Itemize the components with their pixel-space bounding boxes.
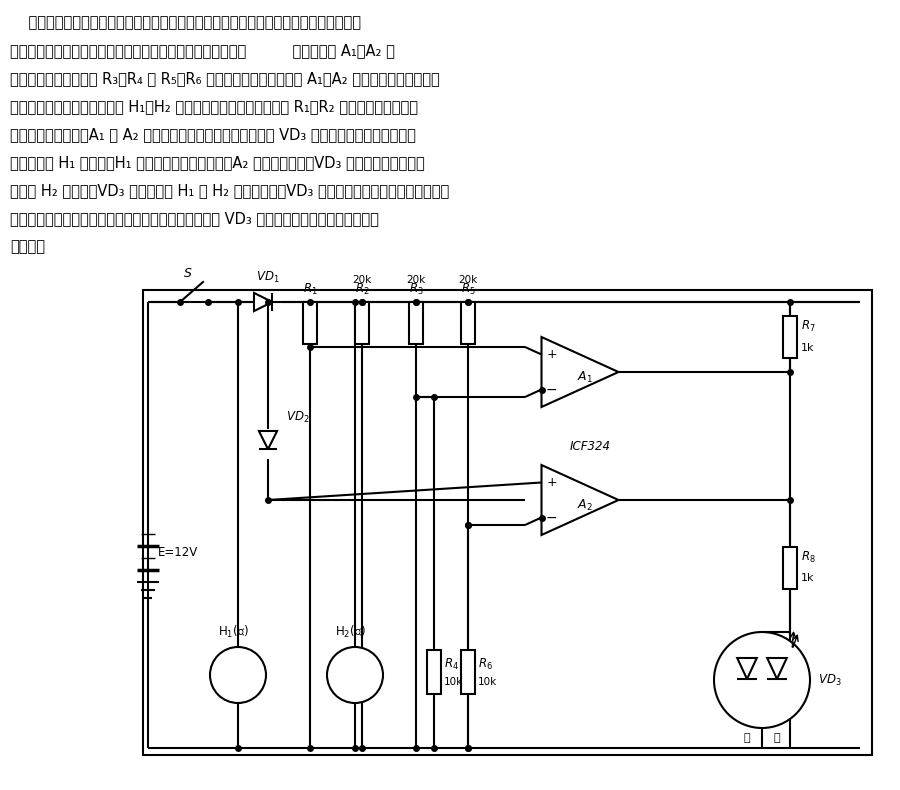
Text: −: − xyxy=(545,510,557,525)
Text: +: + xyxy=(546,348,557,361)
Circle shape xyxy=(210,647,266,703)
Text: E=12V: E=12V xyxy=(158,546,198,559)
Text: 10k: 10k xyxy=(444,677,464,687)
Polygon shape xyxy=(767,658,787,679)
Polygon shape xyxy=(254,293,272,311)
Text: 当左刹车灯 H₁ 损坏时，H₁ 检测信号大于基准电压，A₂ 将输出高电平，VD₃ 发红光；同理，当右: 当左刹车灯 H₁ 损坏时，H₁ 检测信号大于基准电压，A₂ 将输出高电平，VD₃… xyxy=(10,155,425,170)
Text: 有故障。: 有故障。 xyxy=(10,239,45,254)
Text: −: − xyxy=(545,382,557,397)
Text: 汽车尾部的刹车灯出现故障时，司机往往并不知道。汽车刹车灯故障监示仪可帮助司机: 汽车尾部的刹车灯出现故障时，司机往往并不知道。汽车刹车灯故障监示仪可帮助司机 xyxy=(10,15,361,30)
Text: 红: 红 xyxy=(743,733,751,743)
Text: VD$_3$: VD$_3$ xyxy=(818,672,842,687)
Text: 成两个电压比较器，由 R₃、R₄ 及 R₅、R₆ 分压取得的基准电压加在 A₁、A₂ 的反相输入端，检测信: 成两个电压比较器，由 R₃、R₄ 及 R₅、R₆ 分压取得的基准电压加在 A₁、… xyxy=(10,71,440,86)
Text: $R_8$: $R_8$ xyxy=(801,550,815,565)
Polygon shape xyxy=(259,431,277,450)
Polygon shape xyxy=(542,465,618,535)
Text: 10k: 10k xyxy=(478,677,497,687)
Text: +: + xyxy=(546,476,557,489)
Bar xyxy=(427,650,441,694)
Bar xyxy=(409,302,423,344)
Text: H$_2$(右): H$_2$(右) xyxy=(335,624,365,640)
Text: 信号小于基准电压，A₁ 和 A₂ 输出均为低电平，变色发光二极管 VD₃ 不发光，表明刹车灯正常。: 信号小于基准电压，A₁ 和 A₂ 输出均为低电平，变色发光二极管 VD₃ 不发光… xyxy=(10,127,416,142)
Circle shape xyxy=(327,647,383,703)
Text: $R_4$: $R_4$ xyxy=(444,656,459,672)
Text: 刹车灯 H₂ 损坏时，VD₃ 发维光；若 H₁ 和 H₂ 同时损坏时，VD₃ 中的红、维发光二极管均发光，经: 刹车灯 H₂ 损坏时，VD₃ 发维光；若 H₁ 和 H₂ 同时损坏时，VD₃ 中… xyxy=(10,183,449,198)
Text: $R_7$: $R_7$ xyxy=(801,319,815,334)
Bar xyxy=(783,547,797,589)
Text: 1k: 1k xyxy=(801,343,814,352)
Text: $R_5$: $R_5$ xyxy=(461,282,475,297)
Text: 1k: 1k xyxy=(801,573,814,583)
Text: 随时了解刹车灯是否损坏。汽车刹车灯故障监示器的电路如图          所示。运放 A₁、A₂ 组: 随时了解刹车灯是否损坏。汽车刹车灯故障监示器的电路如图 所示。运放 A₁、A₂ … xyxy=(10,43,395,58)
Bar xyxy=(461,650,475,694)
Bar xyxy=(783,316,797,358)
Bar xyxy=(355,302,369,344)
Text: H$_1$(左): H$_1$(左) xyxy=(218,624,248,640)
Text: 混色发出黄光。由此可知，在不刹车时，司机便能通过 VD₃ 的发光颜色随时了解刹车灯是否: 混色发出黄光。由此可知，在不刹车时，司机便能通过 VD₃ 的发光颜色随时了解刹车… xyxy=(10,211,379,226)
Text: $A_2$: $A_2$ xyxy=(577,498,593,513)
Bar xyxy=(461,302,475,344)
Text: $R_6$: $R_6$ xyxy=(478,656,493,672)
Circle shape xyxy=(714,632,810,728)
Text: 号加在同相输入端。当刹车灯 H₁、H₂ 没有损坏时，其阻値很小，因 R₁、R₂ 阻値很大，此时检测: 号加在同相输入端。当刹车灯 H₁、H₂ 没有损坏时，其阻値很小，因 R₁、R₂ … xyxy=(10,99,418,114)
Text: VD$_1$: VD$_1$ xyxy=(256,270,280,285)
Text: $A_1$: $A_1$ xyxy=(577,370,593,385)
Text: S: S xyxy=(184,267,192,280)
Bar xyxy=(303,302,317,344)
Text: 绳: 绳 xyxy=(774,733,780,743)
Text: ICF324: ICF324 xyxy=(570,439,610,453)
Text: 20k: 20k xyxy=(458,275,478,285)
Text: 20k: 20k xyxy=(353,275,372,285)
Text: $R_2$: $R_2$ xyxy=(355,282,369,297)
Text: $R_1$: $R_1$ xyxy=(302,282,318,297)
Polygon shape xyxy=(737,658,757,679)
Polygon shape xyxy=(542,337,618,407)
Text: $R_3$: $R_3$ xyxy=(409,282,423,297)
Text: 20k: 20k xyxy=(407,275,426,285)
Text: VD$_2$: VD$_2$ xyxy=(286,410,310,425)
Bar xyxy=(143,290,872,755)
